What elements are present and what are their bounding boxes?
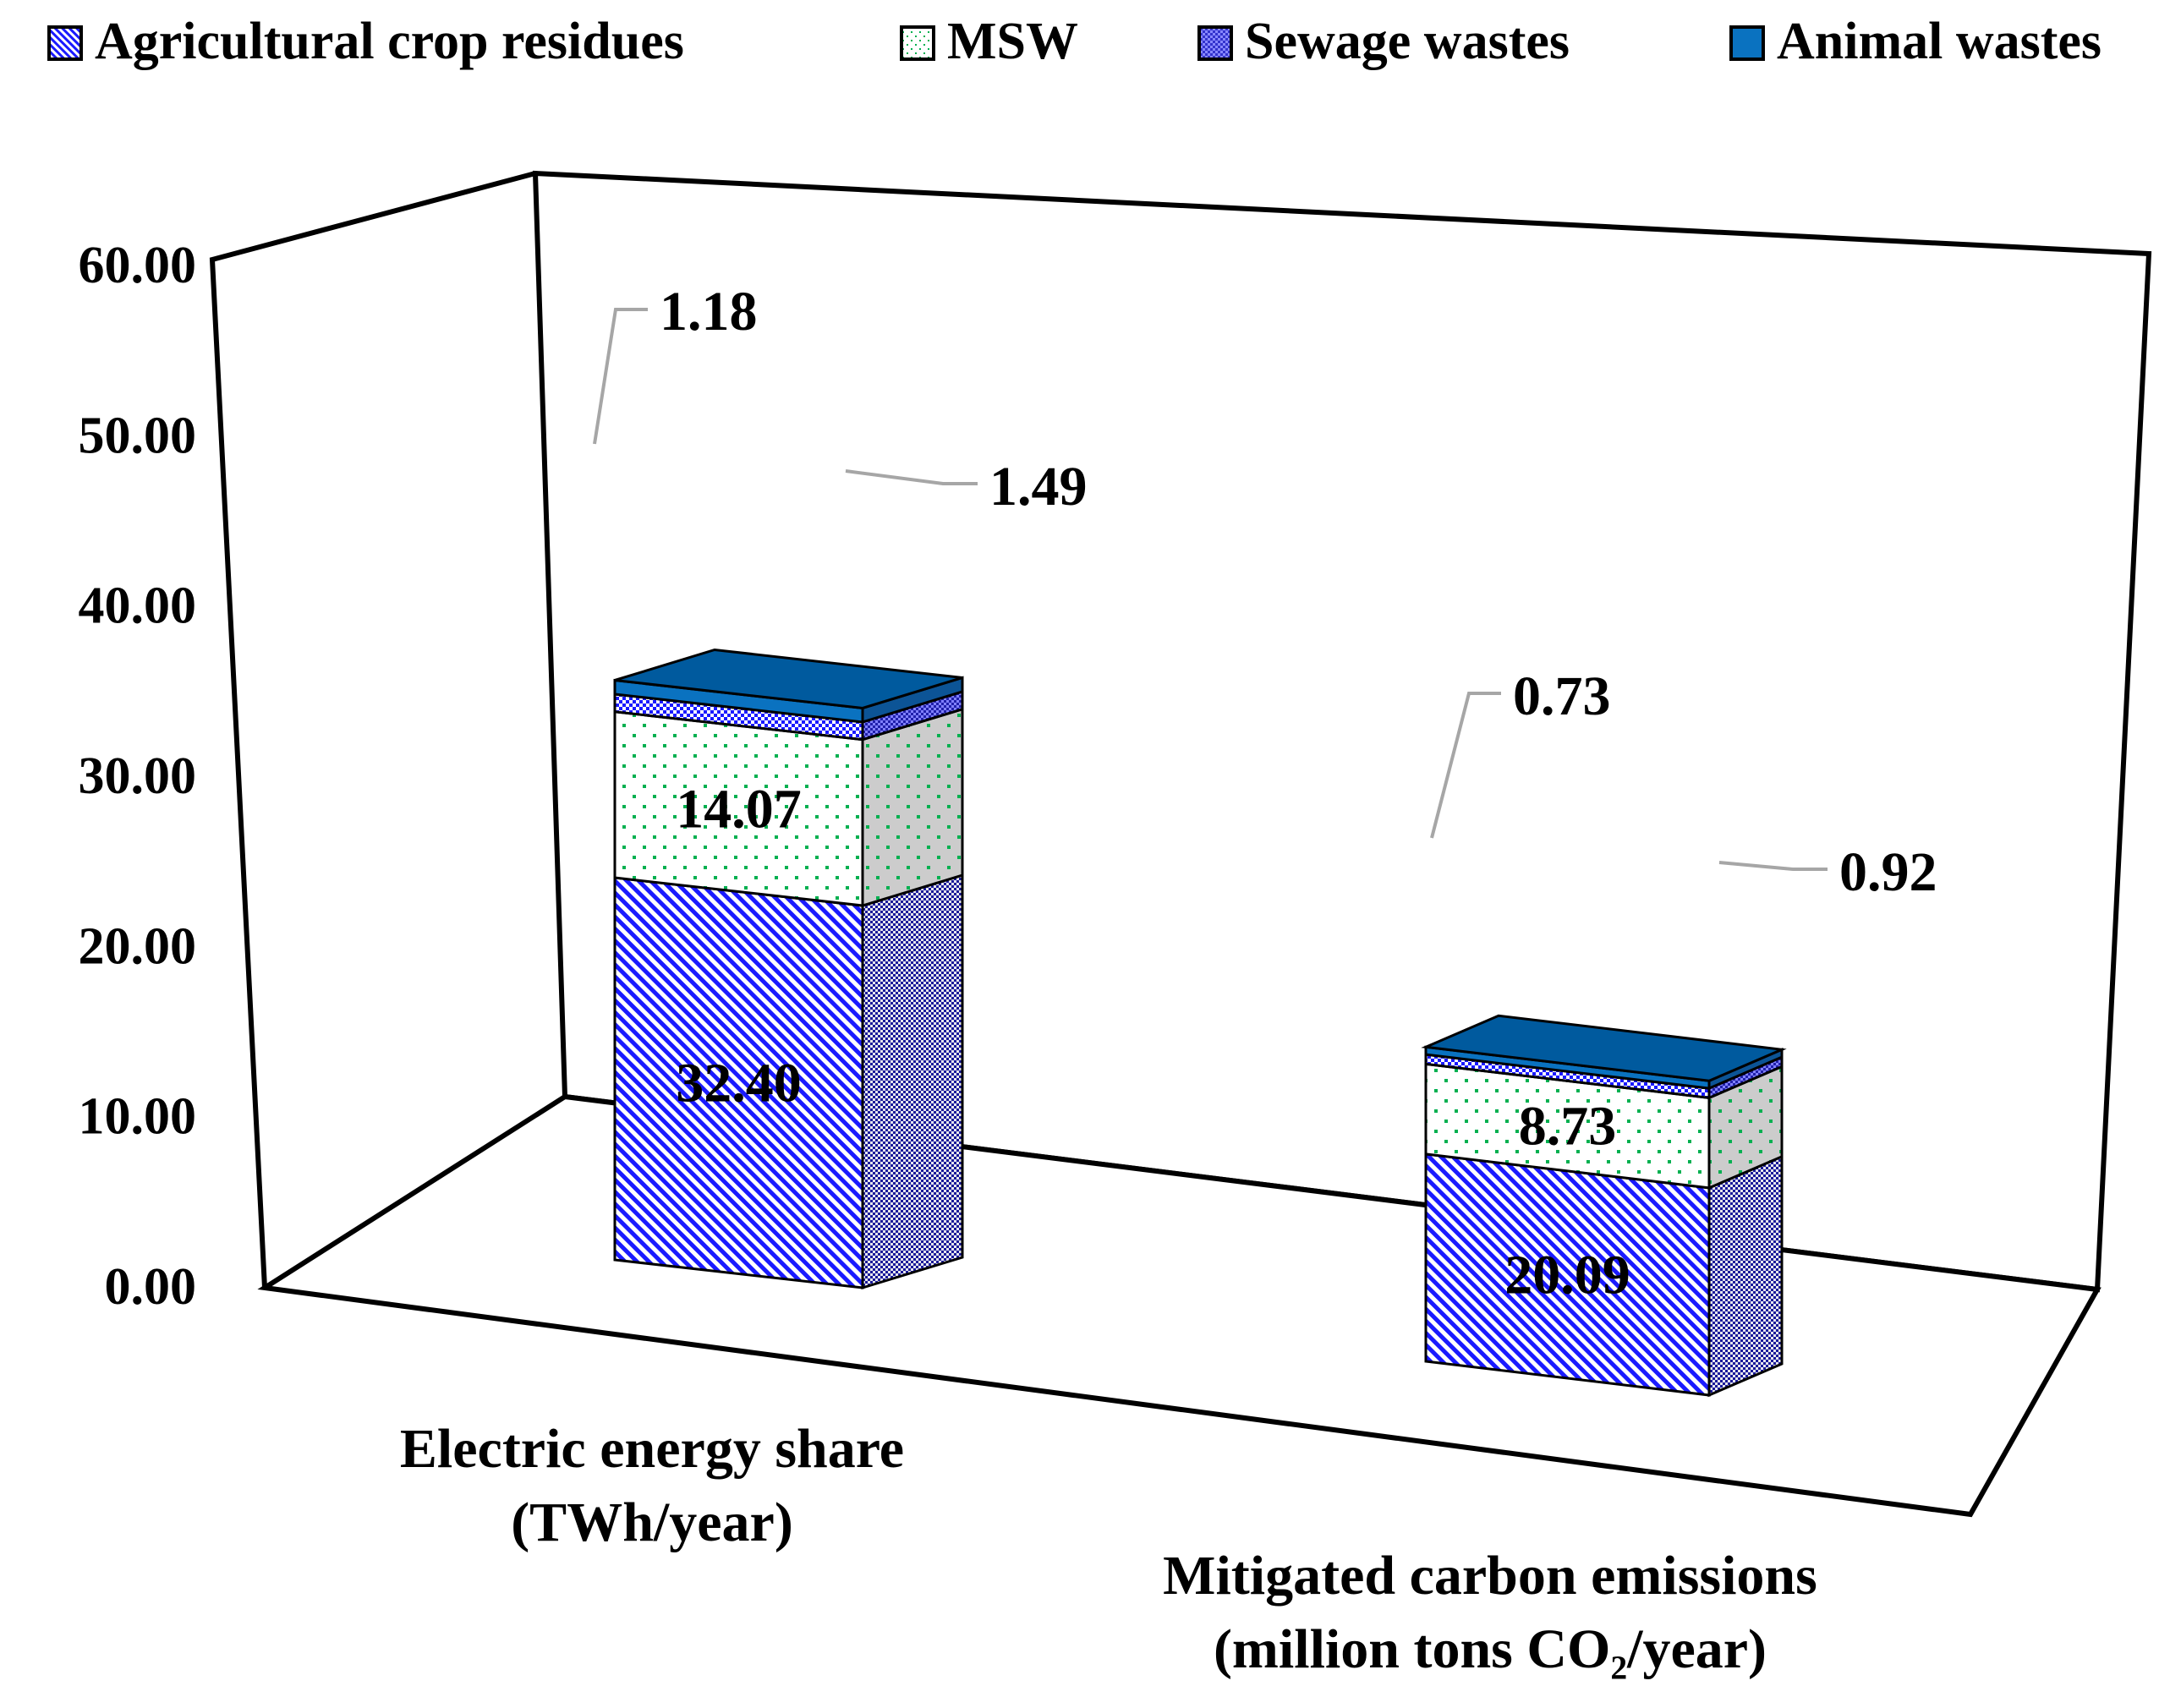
category-label: Mitigated carbon emissions <box>1163 1545 1817 1607</box>
leader-line <box>1718 861 1828 871</box>
category-label: Electric energy share <box>400 1418 904 1480</box>
bar-value-label: 32.40 <box>676 1053 802 1114</box>
leader-line <box>593 308 648 445</box>
legend-swatch <box>47 25 83 61</box>
y-tick-label: 60.00 <box>79 237 197 294</box>
bar-top-face <box>1421 1014 1787 1082</box>
bar-segment-side <box>1707 1154 1784 1398</box>
y-tick-label: 10.00 <box>79 1088 197 1146</box>
y-tick-label: 50.00 <box>79 407 197 464</box>
leader-line <box>845 469 978 485</box>
bar-value-label: 1.49 <box>989 456 1088 517</box>
bar-value-label: 14.07 <box>676 778 802 840</box>
bar-value-label: 20.09 <box>1504 1244 1630 1306</box>
y-tick-label: 0.00 <box>105 1258 197 1316</box>
bar-value-label: 0.92 <box>1839 841 1937 903</box>
side-wall <box>209 171 536 1289</box>
legend-label: MSW <box>947 13 1078 70</box>
legend-label: Sewage wastes <box>1245 13 1570 70</box>
legend-label: Agricultural crop residues <box>95 13 684 70</box>
y-tick-label: 20.00 <box>79 917 197 975</box>
legend-label: Animal wastes <box>1777 13 2102 70</box>
bar-value-label: 8.73 <box>1519 1096 1617 1158</box>
category-label: (million tons CO₂/year) <box>1214 1618 1767 1680</box>
bar-segment-side <box>861 873 964 1290</box>
category-label: (TWh/year) <box>511 1492 793 1553</box>
y-tick-label: 30.00 <box>79 747 197 805</box>
leader-line <box>1430 692 1501 839</box>
legend-swatch <box>900 25 935 61</box>
legend-swatch <box>1197 25 1233 61</box>
bar-value-label: 0.73 <box>1513 665 1611 727</box>
y-tick-label: 40.00 <box>79 578 197 635</box>
bar-top-face <box>614 648 963 710</box>
legend-swatch <box>1729 25 1765 61</box>
bar-value-label: 1.18 <box>660 281 758 342</box>
bar-segment-side <box>861 707 964 908</box>
